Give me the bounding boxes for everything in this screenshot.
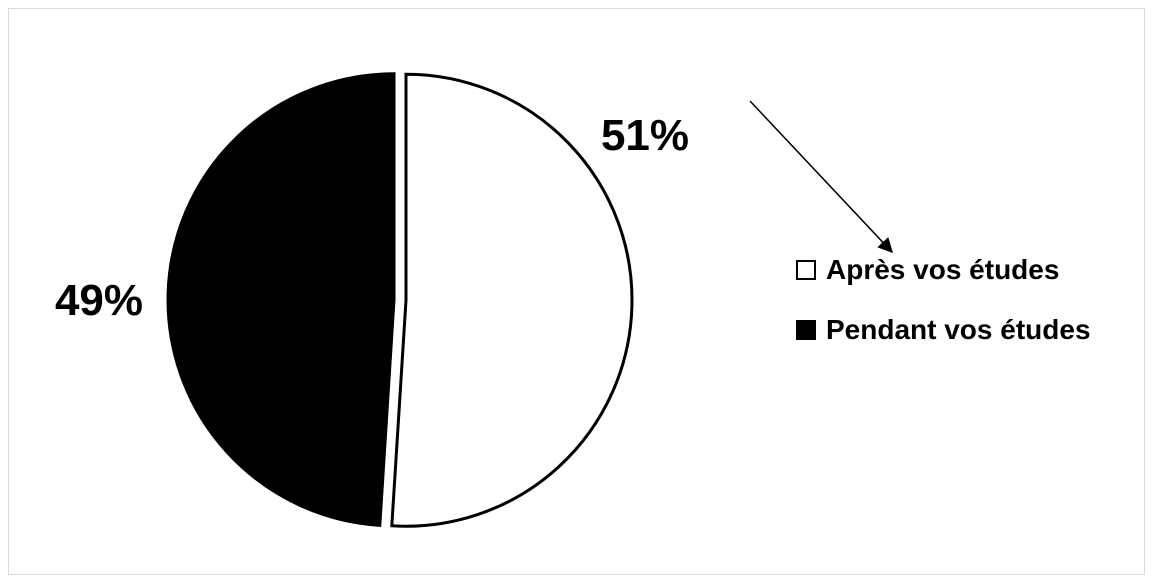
legend-swatch-0 xyxy=(796,260,816,280)
legend-item-1: Pendant vos études xyxy=(796,312,1091,348)
legend-label-0: Après vos études xyxy=(826,254,1060,285)
legend-item-0: Après vos études xyxy=(796,252,1091,288)
pie-slice-0 xyxy=(390,72,634,528)
pie-slices xyxy=(166,72,634,528)
slice-label-1: 49% xyxy=(55,276,143,325)
annotation-arrow xyxy=(749,100,894,254)
slice-label-0: 51% xyxy=(601,111,689,160)
legend: Après vos études Pendant vos études xyxy=(796,252,1091,372)
legend-swatch-1 xyxy=(796,320,816,340)
pie-slice-1 xyxy=(166,72,396,527)
legend-label-1: Pendant vos études xyxy=(826,314,1091,345)
